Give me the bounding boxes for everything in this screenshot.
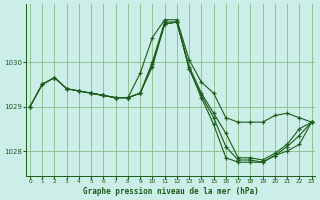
X-axis label: Graphe pression niveau de la mer (hPa): Graphe pression niveau de la mer (hPa) xyxy=(83,187,259,196)
